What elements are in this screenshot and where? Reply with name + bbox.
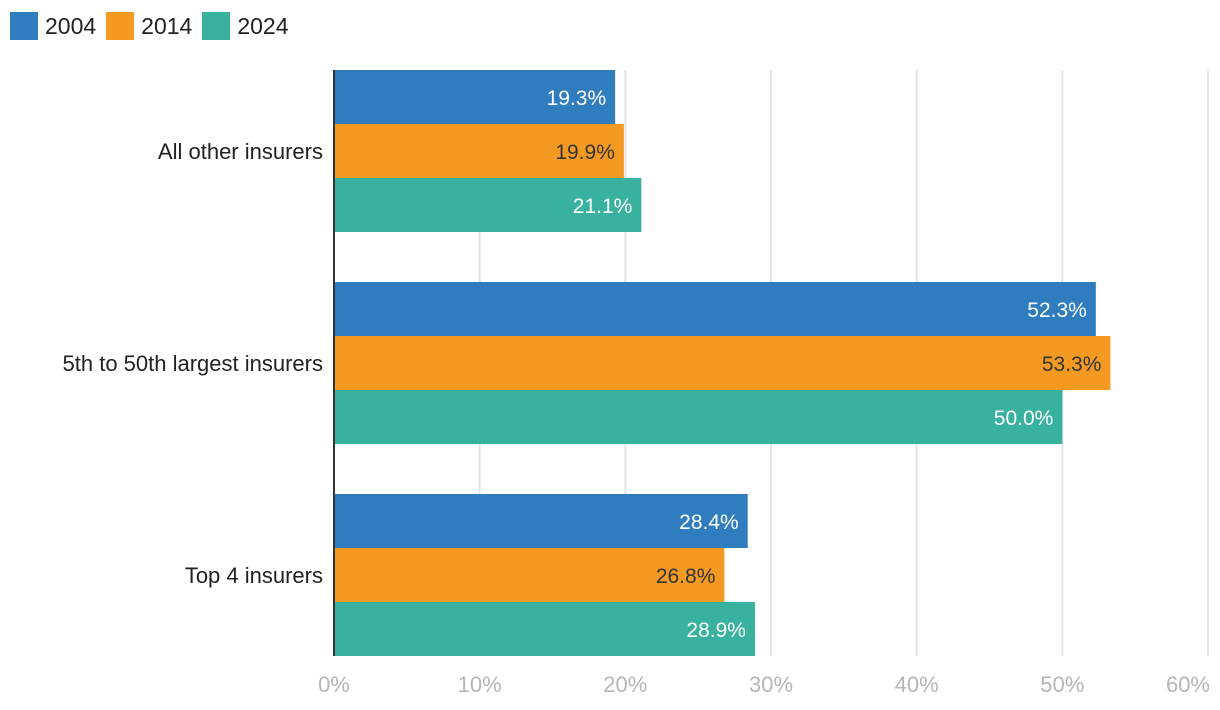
- legend-swatch-2024: [202, 12, 231, 40]
- legend-item-2004: 2004: [10, 12, 96, 40]
- legend-swatch-2014: [106, 12, 135, 40]
- category-label: All other insurers: [158, 139, 323, 164]
- bar: [334, 178, 642, 232]
- bar: [334, 70, 616, 124]
- bar: [334, 390, 1063, 444]
- x-tick-label: 30%: [749, 672, 793, 697]
- x-tick-label: 0%: [318, 672, 350, 697]
- data-label: 21.1%: [573, 195, 633, 218]
- data-label: 52.3%: [1027, 299, 1087, 322]
- bar: [334, 548, 725, 602]
- data-label: 19.3%: [547, 87, 607, 110]
- legend-label-2014: 2014: [141, 12, 193, 39]
- legend-label-2024: 2024: [237, 12, 289, 39]
- x-tick-label: 60%: [1166, 672, 1210, 697]
- category-label: 5th to 50th largest insurers: [63, 351, 323, 376]
- data-label: 50.0%: [994, 407, 1054, 430]
- bar: [334, 282, 1096, 336]
- legend-item-2014: 2014: [106, 12, 192, 40]
- chart-legend: 2004 2014 2024: [10, 12, 299, 40]
- bar: [334, 494, 748, 548]
- data-label: 28.9%: [686, 619, 746, 642]
- legend-swatch-2004: [10, 12, 38, 40]
- x-tick-label: 10%: [458, 672, 502, 697]
- category-label: Top 4 insurers: [185, 563, 323, 588]
- x-tick-label: 20%: [603, 672, 647, 697]
- bar: [334, 602, 755, 656]
- x-tick-label: 50%: [1040, 672, 1084, 697]
- data-label: 28.4%: [679, 511, 739, 534]
- bar: [334, 336, 1111, 390]
- legend-item-2024: 2024: [202, 12, 289, 40]
- data-label: 26.8%: [656, 565, 716, 588]
- data-label: 19.9%: [555, 141, 615, 164]
- x-tick-label: 40%: [895, 672, 939, 697]
- legend-label-2004: 2004: [45, 12, 97, 39]
- bar: [334, 124, 624, 178]
- data-label: 53.3%: [1042, 353, 1102, 376]
